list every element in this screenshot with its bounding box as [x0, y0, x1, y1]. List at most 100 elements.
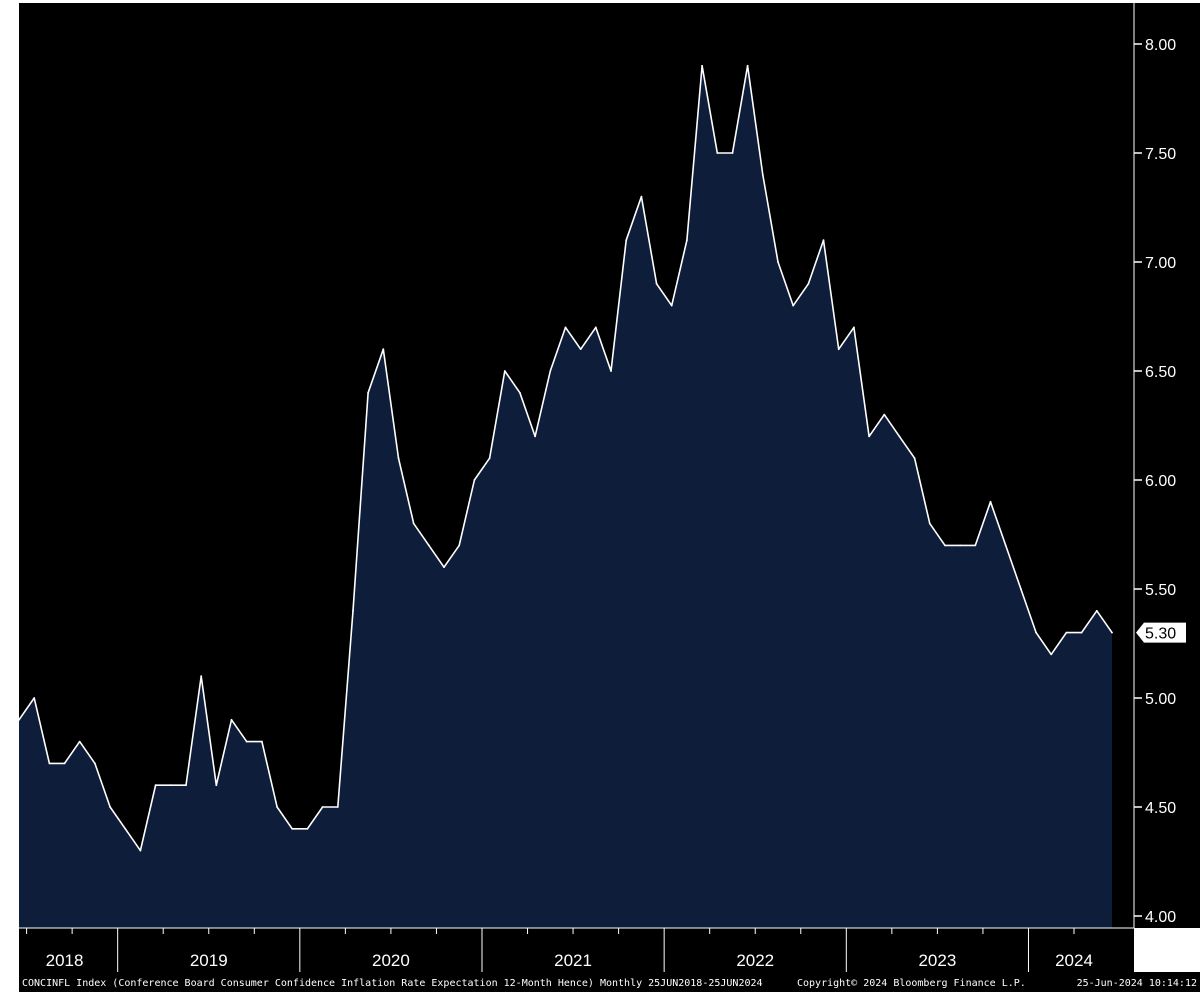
- data-point: [655, 282, 658, 285]
- data-point: [579, 348, 582, 351]
- data-point: [989, 500, 992, 503]
- data-point: [306, 827, 309, 830]
- area-layer: [18, 64, 1113, 929]
- data-point: [443, 566, 445, 569]
- data-point: [670, 304, 673, 307]
- data-point: [488, 457, 491, 460]
- data-point: [1065, 631, 1068, 634]
- data-point: [883, 413, 886, 416]
- data-point: [428, 544, 430, 547]
- data-point: [382, 348, 385, 351]
- data-point: [701, 64, 703, 67]
- data-point: [124, 827, 127, 830]
- data-point: [928, 522, 931, 525]
- data-point: [944, 544, 946, 547]
- y-tick-label: 5.50: [1145, 582, 1176, 599]
- data-point: [746, 64, 749, 67]
- data-point: [458, 544, 461, 547]
- data-point: [473, 479, 476, 481]
- y-tick-label: 5.00: [1145, 691, 1176, 708]
- footer: CONCINFL Index (Conference Board Consume…: [22, 978, 1197, 989]
- data-point: [853, 326, 855, 329]
- x-year-label: 2022: [736, 951, 774, 970]
- x-axis: 2018 2019 2020 2021 2022 2023 2024: [19, 927, 1134, 972]
- data-point: [291, 827, 294, 830]
- xaxis-background: [19, 928, 1134, 972]
- last-value-flag: [1136, 622, 1186, 643]
- data-point: [731, 152, 734, 154]
- y-tick-label: 6.50: [1145, 364, 1176, 381]
- last-value-label: 5.30: [1145, 626, 1176, 643]
- x-year-label: 2020: [372, 951, 410, 970]
- footer-background: [19, 972, 1200, 992]
- y-tick-label: 8.00: [1145, 37, 1176, 54]
- data-point: [48, 762, 51, 765]
- y-tick-label: 4.00: [1145, 909, 1176, 926]
- data-point: [200, 675, 203, 678]
- data-point: [1095, 609, 1098, 612]
- area-fill: [19, 65, 1112, 929]
- data-point: [564, 326, 567, 329]
- data-point: [336, 806, 339, 808]
- data-point: [109, 806, 111, 808]
- data-point: [245, 740, 248, 743]
- data-point: [230, 718, 233, 721]
- data-point: [185, 784, 187, 787]
- data-point: [94, 762, 96, 765]
- x-year-label: 2024: [1055, 951, 1093, 970]
- data-point: [913, 457, 916, 460]
- data-point: [898, 435, 901, 438]
- y-tick-label: 4.50: [1145, 800, 1176, 817]
- data-point: [33, 697, 36, 699]
- data-point: [1004, 544, 1007, 547]
- data-point: [352, 609, 354, 612]
- data-point: [1020, 588, 1022, 590]
- data-point: [761, 173, 764, 176]
- data-point: [397, 457, 400, 460]
- data-point: [792, 304, 795, 307]
- data-point: [321, 806, 324, 808]
- data-point: [594, 326, 597, 329]
- x-year-label: 2018: [46, 951, 84, 970]
- data-point: [261, 740, 263, 743]
- data-point: [549, 370, 552, 372]
- data-point: [78, 740, 81, 743]
- data-point: [974, 544, 977, 547]
- data-point: [1050, 653, 1053, 656]
- data-point: [169, 784, 172, 787]
- data-point: [625, 239, 628, 242]
- data-point: [154, 784, 157, 787]
- footer-description: CONCINFL Index (Conference Board Consume…: [22, 978, 763, 989]
- data-point: [610, 370, 612, 372]
- y-tick-label: 6.00: [1145, 473, 1176, 490]
- data-point: [63, 762, 66, 765]
- y-tick-label: 7.50: [1145, 146, 1176, 163]
- data-point: [868, 435, 870, 438]
- y-tick-label: 7.00: [1145, 255, 1176, 272]
- data-point: [18, 718, 20, 721]
- data-point: [503, 370, 506, 372]
- data-point: [807, 282, 810, 285]
- data-point: [412, 522, 415, 525]
- data-point: [959, 544, 962, 547]
- data-point: [777, 261, 779, 263]
- data-point: [519, 391, 521, 394]
- data-point: [534, 435, 536, 438]
- footer-copyright: Copyright© 2024 Bloomberg Finance L.P.: [797, 978, 1026, 989]
- y-axis: 8.00 7.50 7.00 6.50 6.00 5.50 5.00 4.50 4.00: [1133, 3, 1176, 928]
- data-point: [215, 784, 218, 787]
- data-point: [276, 806, 278, 808]
- last-value-marker: 5.30: [1136, 622, 1186, 643]
- data-point: [1035, 631, 1037, 634]
- data-point: [716, 152, 719, 154]
- data-point: [1080, 631, 1083, 634]
- data-point: [139, 849, 142, 852]
- yaxis-background: [1134, 3, 1200, 928]
- data-point: [822, 239, 825, 242]
- data-point: [1111, 631, 1113, 634]
- data-point: [640, 195, 643, 198]
- x-year-label: 2021: [554, 951, 592, 970]
- x-year-label: 2019: [190, 951, 228, 970]
